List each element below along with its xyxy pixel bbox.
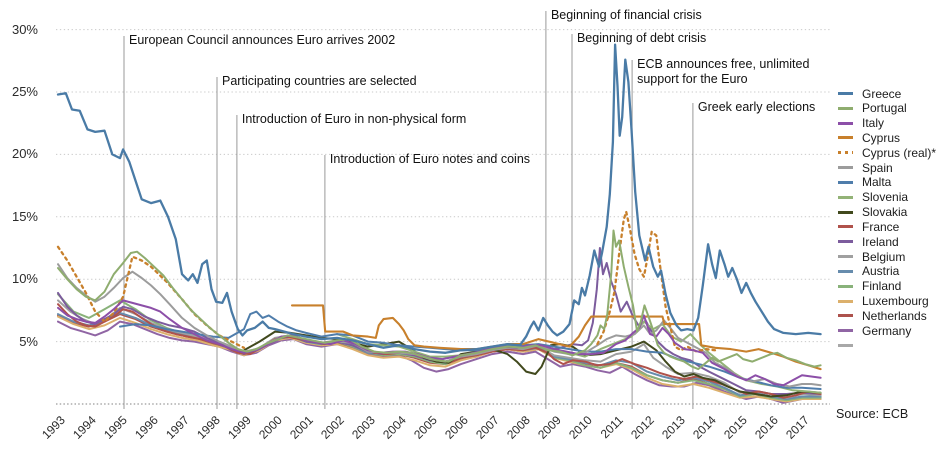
legend-label: Slovenia <box>862 190 909 205</box>
legend-label: France <box>862 219 900 234</box>
legend-swatch <box>838 314 853 318</box>
legend-swatch <box>838 329 853 333</box>
legend-swatch <box>838 151 853 155</box>
legend-label: Netherlands <box>862 308 927 323</box>
legend-item: Spain <box>838 160 893 175</box>
legend-item: Germany <box>838 323 911 338</box>
series-line-luxembourg <box>57 315 822 403</box>
legend-item: Italy <box>838 116 884 131</box>
legend-item: Portugal <box>838 101 907 116</box>
annotation-label: Participating countries are selected <box>222 74 417 88</box>
legend-item: Luxembourg <box>838 294 929 309</box>
legend-swatch <box>838 255 853 259</box>
series-line-germany <box>57 320 822 404</box>
legend-item: Ireland <box>838 234 899 249</box>
legend-item: Austria <box>838 264 899 279</box>
legend-swatch <box>838 210 853 214</box>
series-line-portugal <box>57 229 822 371</box>
annotation-label: Beginning of debt crisis <box>576 31 707 45</box>
legend-label: Austria <box>862 264 900 279</box>
series-line-italy <box>57 299 822 387</box>
legend-item: Slovakia <box>838 205 907 220</box>
legend-label: Greece <box>862 86 902 101</box>
legend-swatch <box>838 180 853 184</box>
legend-item: Greece <box>838 86 901 101</box>
legend-swatch <box>838 195 853 199</box>
legend-item: Malta <box>838 175 891 190</box>
legend-swatch <box>838 344 853 348</box>
legend-label: Belgium <box>862 249 906 264</box>
legend-swatch <box>838 92 853 95</box>
legend-label: Cyprus <box>862 130 901 145</box>
series-line-greece <box>56 43 822 354</box>
legend-swatch <box>838 136 853 140</box>
legend-item <box>838 338 862 353</box>
legend-swatch <box>838 299 853 303</box>
legend-label: Portugal <box>862 101 907 116</box>
legend-swatch <box>838 106 853 110</box>
legend-swatch <box>838 225 853 229</box>
y-tick-label: 5% <box>19 333 38 349</box>
legend-label: Spain <box>862 160 893 175</box>
legend-label: Slovakia <box>862 205 908 220</box>
annotation-label: European Council announces Euro arrives … <box>129 33 396 47</box>
legend-label: Germany <box>862 323 912 338</box>
legend-item: Finland <box>838 279 901 294</box>
legend-item: Belgium <box>838 249 905 264</box>
y-tick-label: 15% <box>11 208 38 224</box>
y-tick-label: 30% <box>11 21 38 37</box>
legend-label: Cyprus (real)* <box>862 145 937 160</box>
legend-swatch <box>838 240 853 244</box>
legend-swatch <box>838 121 853 125</box>
legend-label: Ireland <box>862 234 899 249</box>
annotation-label: ECB announces free, unlimited support for… <box>637 57 810 86</box>
annotation-label: Greek early elections <box>697 100 816 114</box>
y-tick-label: 20% <box>11 146 38 162</box>
legend-item: Cyprus <box>838 130 900 145</box>
legend-item: Cyprus (real)* <box>838 145 936 160</box>
legend-swatch <box>838 166 853 170</box>
y-tick-label: 25% <box>11 84 38 99</box>
annotation-label: Introduction of Euro notes and coins <box>329 152 531 166</box>
legend-item: France <box>838 219 899 234</box>
legend-item: Netherlands <box>838 308 927 323</box>
legend-label: Finland <box>862 279 902 294</box>
annotation-label: Beginning of financial crisis <box>550 8 702 22</box>
legend-swatch <box>838 269 853 273</box>
source-label: Source: ECB <box>836 407 909 421</box>
annotation-label: Introduction of Euro in non-physical for… <box>241 112 467 126</box>
legend-label: Italy <box>862 116 885 131</box>
y-tick-label: 10% <box>11 271 38 287</box>
legend-label: Malta <box>862 175 892 190</box>
legend-swatch <box>838 284 853 288</box>
legend-item: Slovenia <box>838 190 908 205</box>
legend-label: Luxembourg <box>862 294 929 309</box>
